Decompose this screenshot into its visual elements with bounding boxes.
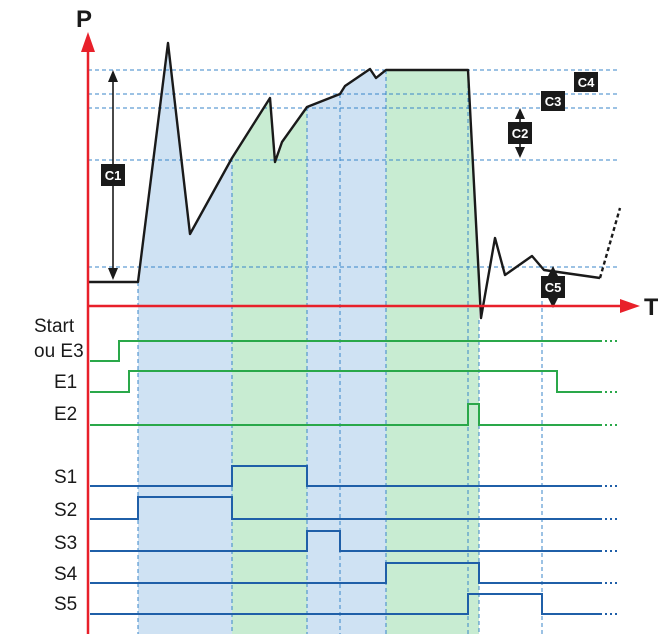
y-axis <box>81 32 95 634</box>
zone-blue-2-lower <box>307 306 386 634</box>
svg-text:C2: C2 <box>512 126 529 141</box>
s1-label: S1 <box>54 467 77 488</box>
x-axis <box>88 299 640 313</box>
c4-badge: C4 <box>574 72 598 92</box>
c3-badge: C3 <box>541 91 565 111</box>
zone-green-2-lower <box>386 306 479 634</box>
y-axis-label: P <box>76 6 92 33</box>
s3-signal <box>90 530 600 552</box>
zone-blue-2 <box>307 43 386 310</box>
svg-text:C1: C1 <box>105 168 122 183</box>
e1-signal <box>90 370 600 393</box>
s1-signal <box>90 465 600 487</box>
start-label-line1: Start <box>34 316 75 337</box>
pressure-curve <box>88 41 601 320</box>
pressure-curve-continuation <box>598 207 622 279</box>
s5-signal <box>90 593 600 615</box>
s2-label: S2 <box>54 500 77 521</box>
x-axis-label: T <box>644 294 658 321</box>
zone-blue-1 <box>138 43 232 310</box>
zone-green-1-lower <box>232 306 307 634</box>
e1-label: E1 <box>54 372 77 393</box>
s4-signal <box>90 562 600 584</box>
s3-label: S3 <box>54 533 77 554</box>
start-label-line2: ou E3 <box>34 341 84 362</box>
c1-badge: C1 <box>101 164 125 186</box>
c2-badge: C2 <box>508 122 532 144</box>
s4-label: S4 <box>54 564 78 585</box>
zone-green-1 <box>232 43 307 310</box>
svg-text:C4: C4 <box>578 75 595 90</box>
start-signal <box>90 340 600 362</box>
horizontal-guides <box>88 69 620 268</box>
s2-signal <box>90 496 600 520</box>
zone-blue-1-lower <box>138 306 232 634</box>
svg-text:C5: C5 <box>545 280 562 295</box>
c5-badge: C5 <box>541 276 565 298</box>
zone-green-2 <box>386 43 479 310</box>
pressure-zones <box>138 43 479 310</box>
svg-text:C3: C3 <box>545 94 562 109</box>
e2-signal <box>90 403 600 426</box>
s5-label: S5 <box>54 594 77 615</box>
e2-label: E2 <box>54 404 77 425</box>
